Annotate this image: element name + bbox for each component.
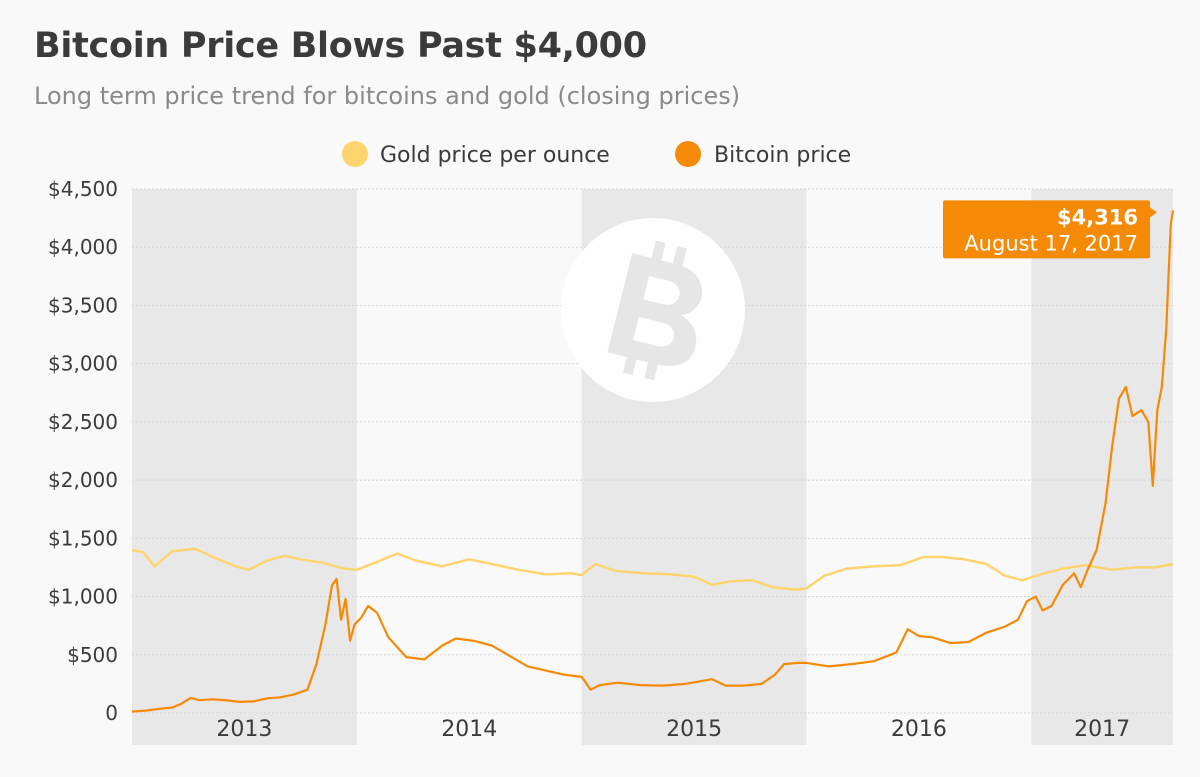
legend-gold-label: Gold price per ounce [380,143,610,168]
legend-bitcoin-dot [675,141,701,167]
legend-bitcoin-label: Bitcoin price [714,143,851,168]
y-tick-label: $2,000 [48,468,118,492]
callout-value: $4,316 [1057,205,1138,229]
y-tick-label: $4,500 [48,177,118,201]
y-tick-label: $3,500 [48,293,118,317]
bitcoin-logo-icon [561,218,745,402]
callout-pointer [1150,207,1157,218]
y-tick-label: 0 [105,701,118,725]
x-tick-label: 2013 [216,717,272,742]
year-band-2017 [1031,189,1173,745]
year-band-2013 [132,189,357,745]
callout-date: August 17, 2017 [964,231,1138,255]
x-tick-label: 2014 [441,717,497,742]
x-tick-label: 2016 [891,717,947,742]
price-callout [943,200,1150,259]
y-tick-label: $2,500 [48,410,118,434]
y-tick-label: $3,000 [48,352,118,376]
chart-title: Bitcoin Price Blows Past $4,000 [34,26,647,66]
y-tick-label: $1,000 [48,585,118,609]
bitcoin-price-line [131,210,1175,713]
gold-price-line [131,547,1174,591]
y-tick-label: $500 [67,643,118,667]
x-tick-label: 2017 [1074,717,1130,742]
y-tick-label: $4,000 [48,235,118,259]
x-tick-label: 2015 [666,717,722,742]
legend-gold-dot [342,141,368,167]
y-tick-label: $1,500 [48,526,118,550]
chart-subtitle: Long term price trend for bitcoins and g… [34,82,741,110]
